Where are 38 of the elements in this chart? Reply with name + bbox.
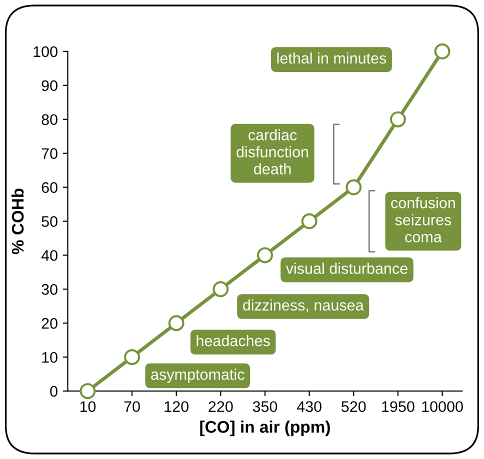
x-tick-label: 70 bbox=[124, 401, 140, 412]
x-tick-label: 120 bbox=[164, 401, 188, 412]
y-tick-label: 50 bbox=[42, 216, 58, 227]
x-tick-label: 220 bbox=[208, 401, 233, 412]
x-tick-label: 520 bbox=[342, 401, 366, 412]
y-tick-label: 80 bbox=[42, 114, 58, 126]
y-tick-label: 90 bbox=[42, 80, 58, 92]
x-tick-label: 350 bbox=[252, 401, 278, 412]
point bbox=[124, 349, 140, 366]
x-tick-label: 430 bbox=[296, 401, 322, 412]
point bbox=[434, 43, 450, 60]
annotation: headaches bbox=[196, 335, 270, 346]
x-tick-label: 10 bbox=[80, 401, 96, 412]
point bbox=[257, 247, 273, 264]
x-axis-title: [CO] in air (ppm) bbox=[200, 420, 330, 436]
y-tick-label: 40 bbox=[41, 250, 58, 261]
y-tick-label: 70 bbox=[42, 148, 58, 159]
point bbox=[301, 213, 318, 230]
y-tick-label: 60 bbox=[42, 182, 58, 193]
x-tick-label: 10000 bbox=[422, 401, 463, 412]
y-tick-label: 100 bbox=[34, 46, 58, 58]
annotation: dizziness, nausea bbox=[243, 299, 364, 312]
y-tick-label: 30 bbox=[42, 284, 58, 295]
annotation: cardiac disfunction death bbox=[236, 129, 308, 174]
annotation: confusion seizures coma bbox=[391, 197, 455, 242]
point bbox=[80, 383, 96, 400]
y-tick-label: 0 bbox=[50, 386, 58, 397]
y-axis-title: % COHb bbox=[11, 188, 24, 254]
point bbox=[346, 179, 362, 196]
annotation: asymptomatic bbox=[151, 368, 244, 383]
point bbox=[168, 315, 184, 332]
annotation: visual disturbance bbox=[286, 262, 408, 274]
y-tick-label: 10 bbox=[42, 352, 58, 363]
point bbox=[212, 281, 229, 298]
y-tick-label: 20 bbox=[42, 318, 58, 329]
annotation: lethal in minutes bbox=[277, 52, 386, 64]
point bbox=[390, 111, 406, 128]
x-tick-label: 1950 bbox=[382, 401, 414, 412]
